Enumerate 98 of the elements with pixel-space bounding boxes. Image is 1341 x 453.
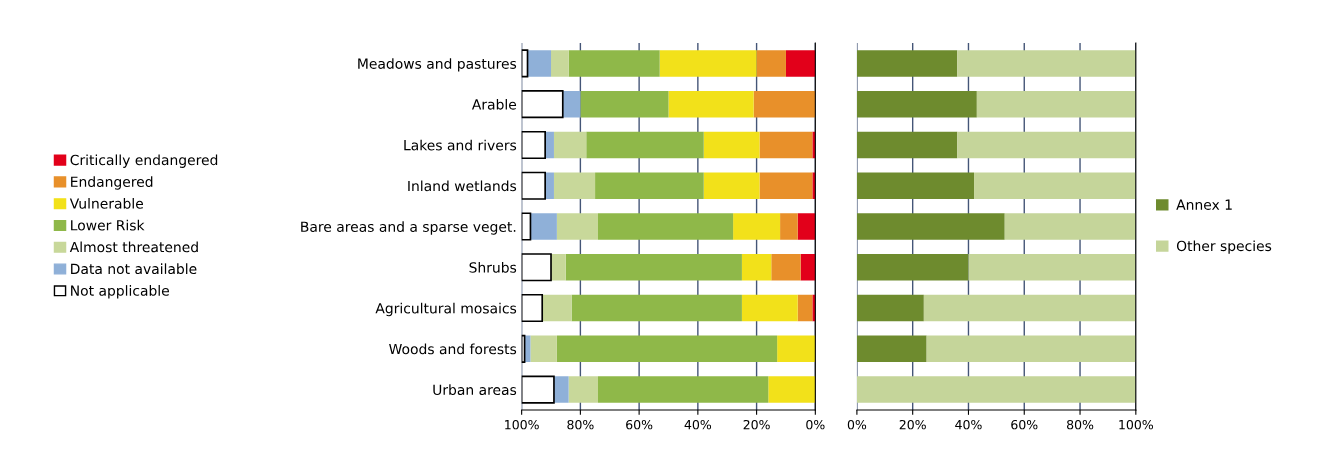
bar: [777, 335, 816, 363]
y-tick-label: Woods and forests: [389, 343, 517, 355]
bar: [553, 172, 596, 199]
bar: [521, 293, 544, 323]
bar: [521, 253, 552, 282]
bar: [741, 254, 772, 281]
bar: [580, 90, 669, 118]
bar: [926, 335, 1136, 363]
x-tick-label: 0%: [806, 419, 825, 430]
bar: [545, 172, 554, 199]
bar: [521, 90, 564, 119]
bar: [759, 172, 813, 199]
bar: [598, 213, 734, 240]
legend-label: Almost threatened: [69, 241, 198, 253]
bar: [568, 376, 599, 403]
bar: [976, 90, 1136, 118]
bar: [542, 294, 572, 322]
bar: [551, 254, 566, 281]
bar: [595, 172, 704, 199]
bar: [856, 131, 958, 159]
bar: [598, 376, 769, 403]
bar: [957, 131, 1136, 159]
legend-label: Not applicable: [71, 285, 169, 299]
bar: [521, 49, 529, 78]
bar: [703, 172, 760, 199]
bar: [968, 254, 1136, 281]
bar: [521, 171, 546, 200]
bar: [812, 172, 816, 199]
bar: [753, 90, 816, 118]
bar: [756, 50, 786, 77]
bar: [553, 131, 587, 159]
bar: [797, 294, 813, 322]
bar: [785, 50, 816, 77]
x-tick-label: 60%: [626, 419, 653, 430]
legend-label: Endangered: [71, 176, 153, 190]
bar: [668, 90, 754, 118]
x-tick-label: 80%: [1067, 419, 1094, 430]
x-tick-label: 40%: [955, 419, 982, 430]
bar: [856, 172, 975, 199]
x-tick-label: 20%: [899, 419, 926, 430]
x-tick-label: 80%: [567, 419, 594, 430]
bar: [768, 376, 816, 403]
bar: [856, 294, 924, 322]
bar: [703, 131, 760, 159]
y-tick-label: Inland wetlands: [408, 180, 517, 192]
bar: [856, 376, 1136, 403]
bar: [556, 335, 778, 363]
bar: [1004, 213, 1136, 240]
bar: [771, 254, 801, 281]
legend-label: Critically endangered: [70, 154, 218, 168]
y-tick-label: Arable: [471, 98, 517, 110]
bar: [659, 50, 757, 77]
x-tick-label: 20%: [743, 419, 770, 430]
bar: [571, 294, 742, 322]
bar: [780, 213, 798, 240]
x-tick-label: 60%: [1011, 419, 1038, 430]
bar: [521, 212, 532, 241]
y-tick-label: Bare areas and a sparse veget.: [301, 221, 516, 235]
y-tick-label: Shrubs: [469, 261, 517, 273]
bar: [568, 50, 660, 77]
bar: [530, 335, 557, 363]
bar: [553, 376, 569, 403]
bar: [741, 294, 798, 322]
y-tick-label: Lakes and rivers: [404, 139, 517, 151]
bar: [923, 294, 1136, 322]
y-tick-label: Meadows and pastures: [358, 58, 517, 72]
legend-label: Vulnerable: [69, 198, 144, 209]
x-tick-label: 100%: [1119, 419, 1153, 430]
bar: [521, 375, 555, 404]
bar: [551, 50, 569, 77]
bar: [521, 130, 546, 160]
legend-label: Data not available: [71, 263, 197, 275]
x-tick-label: 100%: [505, 419, 539, 430]
x-tick-label: 40%: [684, 419, 712, 430]
y-tick-label: Urban areas: [433, 384, 517, 396]
bar: [565, 254, 742, 281]
x-tick-label: 0%: [847, 419, 867, 430]
legend-label: Lower Risk: [71, 219, 145, 231]
legend-label: Annex 1: [1176, 199, 1232, 210]
bar: [957, 50, 1136, 77]
bar: [759, 131, 813, 159]
bar: [856, 90, 977, 118]
bar: [556, 213, 599, 240]
bar: [797, 213, 816, 240]
bar: [530, 213, 557, 240]
bar: [800, 254, 816, 281]
bar: [974, 172, 1136, 199]
bar: [733, 213, 781, 240]
bar: [856, 50, 958, 77]
bar: [586, 131, 704, 159]
bar: [527, 50, 552, 77]
legend-label: Other species: [1176, 240, 1272, 254]
bar: [856, 213, 1005, 240]
bar: [812, 294, 816, 322]
bar: [856, 254, 969, 281]
bar: [812, 131, 816, 159]
y-tick-label: Agricultural mosaics: [375, 302, 517, 317]
bar: [856, 335, 927, 363]
